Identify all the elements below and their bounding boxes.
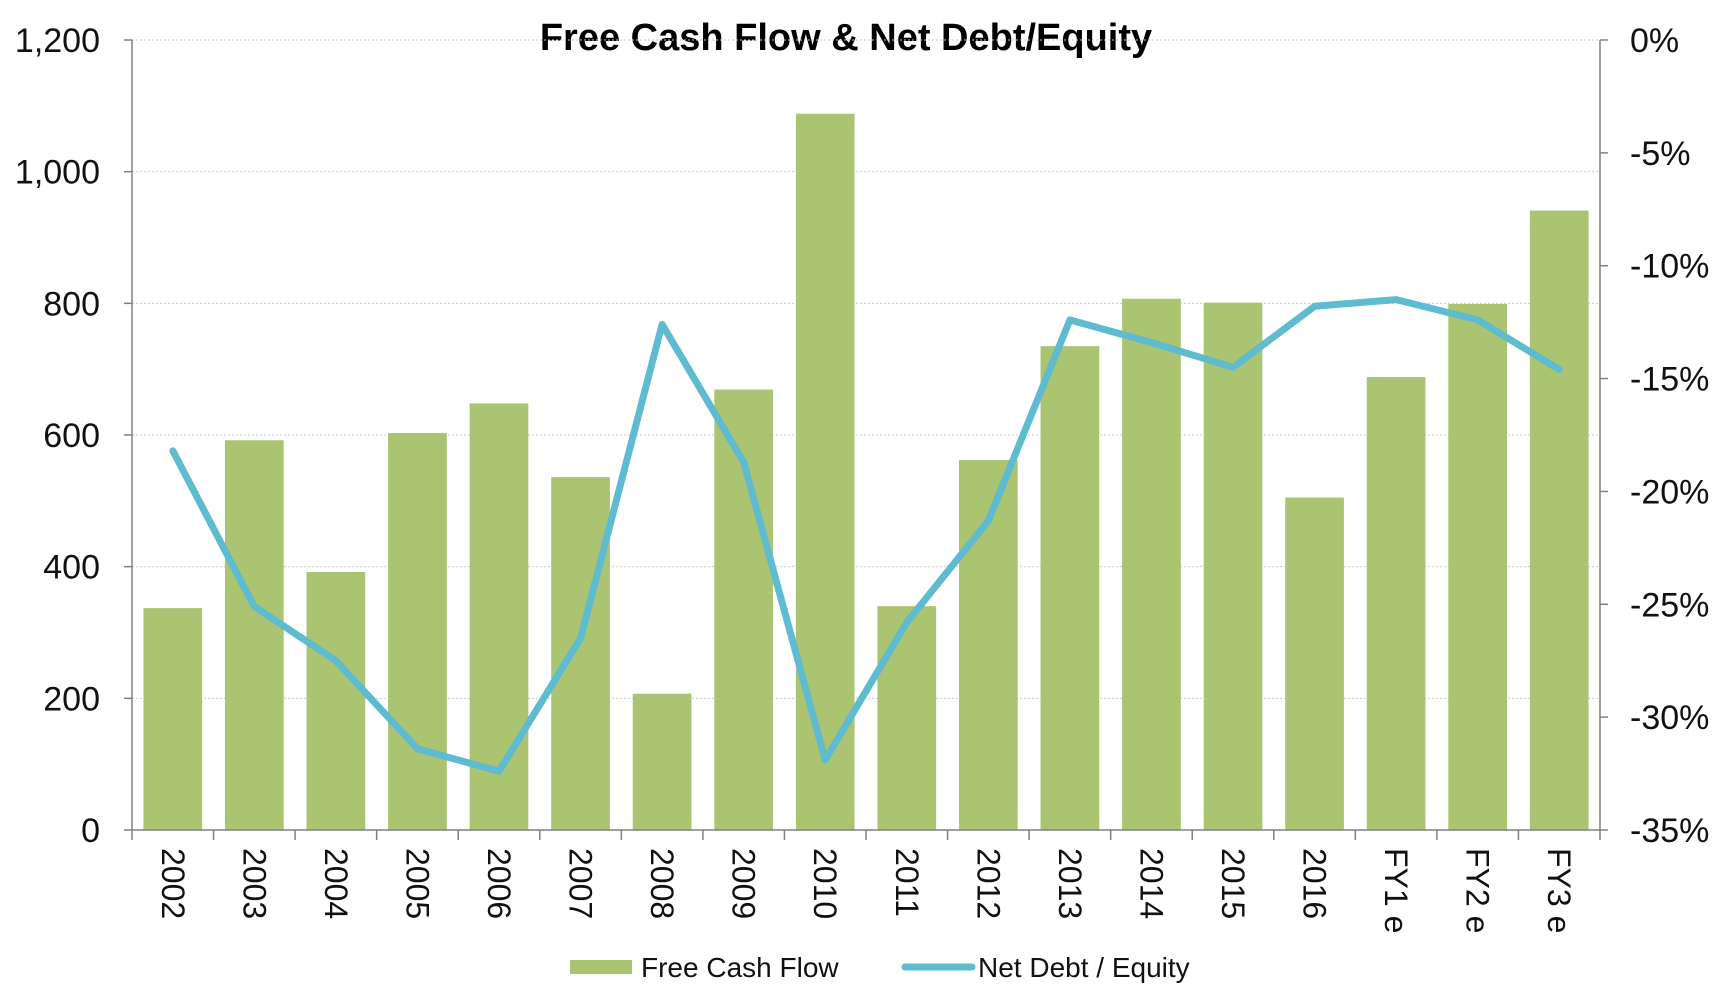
net-debt-line-group bbox=[169, 296, 1563, 775]
bar-free-cash-flow bbox=[877, 606, 937, 830]
x-tick-label: 2012 bbox=[970, 848, 1006, 919]
bar-free-cash-flow bbox=[306, 571, 366, 830]
chart-title: Free Cash Flow & Net Debt/Equity bbox=[540, 17, 1152, 59]
right-tick-label: -35% bbox=[1630, 812, 1709, 850]
right-tick-label: -5% bbox=[1630, 135, 1690, 173]
right-tick-label: -15% bbox=[1630, 361, 1709, 399]
x-tick-label: FY1 e bbox=[1378, 848, 1414, 933]
left-axis-ticks: 0 200 400 600 800 1,000 1,200 bbox=[15, 22, 132, 850]
x-tick-label: 2005 bbox=[399, 848, 435, 919]
bar-free-cash-flow bbox=[224, 440, 284, 830]
left-tick-label: 1,000 bbox=[15, 154, 100, 192]
bar-free-cash-flow bbox=[1203, 302, 1263, 830]
right-tick-label: -30% bbox=[1630, 699, 1709, 737]
left-tick-label: 600 bbox=[43, 417, 100, 455]
net-debt-equity-line bbox=[169, 296, 1563, 775]
legend-label-free-cash-flow: Free Cash Flow bbox=[641, 952, 839, 983]
x-tick-label: FY2 e bbox=[1460, 848, 1496, 933]
bar-free-cash-flow bbox=[1448, 303, 1508, 830]
fcf-bars bbox=[143, 113, 1589, 831]
x-tick-label: 2013 bbox=[1052, 848, 1088, 919]
bar-free-cash-flow bbox=[469, 403, 529, 830]
legend: Free Cash Flow Net Debt / Equity bbox=[570, 952, 1190, 983]
left-tick-label: 200 bbox=[43, 680, 100, 718]
legend-swatch-free-cash-flow bbox=[570, 960, 632, 974]
left-tick-label: 800 bbox=[43, 285, 100, 323]
right-tick-label: -25% bbox=[1630, 586, 1709, 624]
x-tick-label: FY3 e bbox=[1541, 848, 1577, 933]
bar-free-cash-flow bbox=[388, 433, 447, 830]
right-axis-ticks: -35% -30% -25% -20% -15% -10% -5% 0% bbox=[1600, 22, 1709, 850]
right-tick-label: 0% bbox=[1630, 22, 1679, 60]
gridlines bbox=[132, 39, 1600, 699]
bar-free-cash-flow bbox=[1122, 298, 1181, 831]
bar-free-cash-flow bbox=[795, 113, 855, 830]
bar-free-cash-flow bbox=[1285, 497, 1344, 830]
bar-free-cash-flow bbox=[1529, 210, 1589, 831]
x-tick-label: 2007 bbox=[563, 848, 599, 919]
x-tick-label: 2014 bbox=[1133, 848, 1169, 919]
x-tick-label: 2011 bbox=[889, 848, 925, 917]
x-tick-label: 2015 bbox=[1215, 848, 1251, 919]
x-tick-label: 2003 bbox=[236, 848, 272, 919]
right-tick-label: -20% bbox=[1630, 473, 1709, 511]
x-axis-ticks: 2002 2003 2004 2005 2006 2007 2008 2009 2010 2011… bbox=[131, 830, 1601, 933]
bar-free-cash-flow bbox=[143, 608, 203, 830]
bar-free-cash-flow bbox=[1040, 346, 1100, 830]
x-tick-label: 2016 bbox=[1297, 848, 1333, 919]
x-tick-label: 2004 bbox=[318, 848, 354, 919]
x-tick-label: 2009 bbox=[726, 848, 762, 919]
x-tick-label: 2002 bbox=[155, 848, 191, 919]
x-tick-label: 2010 bbox=[807, 848, 843, 919]
left-tick-label: 400 bbox=[43, 549, 100, 587]
left-tick-label: 1,200 bbox=[15, 22, 100, 60]
left-tick-label: 0 bbox=[81, 812, 100, 850]
bar-free-cash-flow bbox=[551, 477, 610, 830]
x-tick-label: 2006 bbox=[481, 848, 517, 919]
legend-label-net-debt-equity: Net Debt / Equity bbox=[978, 952, 1190, 983]
bar-free-cash-flow bbox=[1366, 377, 1426, 830]
x-tick-label: 2008 bbox=[644, 848, 680, 919]
right-tick-label: -10% bbox=[1630, 248, 1709, 286]
bar-free-cash-flow bbox=[632, 693, 692, 830]
